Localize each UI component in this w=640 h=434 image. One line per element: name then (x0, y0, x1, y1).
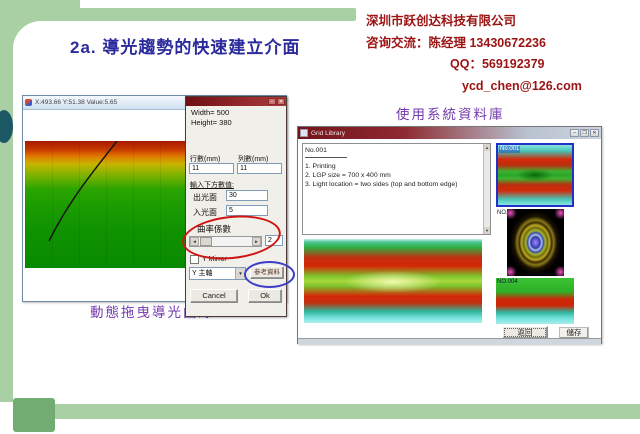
green-bottom-bar (55, 404, 640, 419)
green-bottom-square (13, 398, 55, 432)
y-mirror-label: Y Mirror (202, 256, 227, 263)
grid-library-window: Grid Library – ❐ ✕ No.001 1. Printing 2.… (297, 126, 602, 344)
app-icon (25, 99, 32, 106)
curvature-label: 曲率係數 (197, 224, 232, 234)
close-icon[interactable]: ✕ (277, 98, 285, 105)
annotation-database: 使用系統資料庫 (396, 107, 505, 122)
close-icon[interactable]: ✕ (590, 129, 599, 137)
item-number: No.001 (305, 147, 327, 154)
slider-left-icon[interactable]: ◄ (190, 237, 199, 246)
chevron-down-icon[interactable]: ▼ (235, 268, 245, 279)
green-top-bar (20, 8, 356, 21)
description-line: 3. Light location = two sides (top and b… (305, 181, 458, 188)
description-line: 1. Printing (305, 163, 336, 170)
window-controls: – ❐ ✕ (569, 129, 599, 137)
exit-surface-label: 出光面 (193, 193, 217, 202)
rows-input[interactable]: 11 (189, 163, 234, 174)
contact-block: 深圳市跃创达科技有限公司 咨询交流：陈经理 13430672236 QQ：569… (366, 11, 628, 97)
parameter-dialog-titlebar[interactable]: – ✕ (186, 97, 286, 106)
axis-dropdown[interactable]: Y 主軸 ▼ (189, 267, 246, 280)
thumbnail-label: No.001 (499, 146, 521, 153)
divider (305, 157, 347, 158)
library-app-icon (300, 129, 308, 137)
company-name: 深圳市跃创达科技有限公司 (366, 14, 517, 28)
library-thumbnail-bands[interactable]: NO.004 (496, 278, 574, 324)
entry-surface-label: 入光面 (193, 208, 217, 217)
exit-surface-input[interactable]: 30 (226, 190, 268, 201)
width-readout: Width= 500 (191, 108, 230, 117)
preview-heatmap (304, 239, 482, 323)
blue-highlight-circle (244, 261, 295, 288)
minimize-icon[interactable]: – (268, 98, 276, 105)
ok-button[interactable]: Ok (248, 289, 282, 303)
minimize-icon[interactable]: – (570, 129, 579, 137)
curvature-input[interactable]: 2 (265, 235, 283, 246)
axis-dropdown-value: Y 主軸 (192, 270, 213, 277)
thumbnail-label: NO.004 (497, 279, 518, 285)
guide-curve[interactable] (25, 141, 186, 268)
scroll-down-icon[interactable]: ▼ (484, 227, 490, 234)
item-description-panel[interactable]: No.001 1. Printing 2. LGP size = 700 x 4… (302, 143, 491, 235)
contact-qq: QQ：569192379 (450, 57, 545, 71)
description-line: 2. LGP size = 700 x 400 mm (305, 172, 391, 179)
library-thumbnail-selected[interactable]: No.001 (496, 143, 574, 207)
green-left-bar (0, 10, 13, 402)
contact-phone: 咨询交流：陈经理 13430672236 (366, 35, 546, 50)
curvature-slider[interactable]: ◄ ► (189, 236, 262, 247)
page-title: 2a. 導光趨勢的快速建立介面 (70, 38, 301, 57)
rows-label: 行數(mm) (190, 156, 221, 163)
maximize-icon[interactable]: ❐ (580, 129, 589, 137)
contact-email: ycd_chen@126.com (462, 78, 582, 93)
height-readout: Height= 380 (191, 118, 232, 127)
cols-input[interactable]: 11 (237, 163, 282, 174)
entry-surface-input[interactable]: 5 (226, 205, 268, 216)
annotation-drag-curve: 動態拖曳導光曲線 (90, 305, 214, 320)
input-hint-label: 輸入下方數值: (190, 182, 234, 189)
grid-library-title: Grid Library (311, 129, 345, 137)
scroll-up-icon[interactable]: ▲ (484, 144, 490, 151)
slider-thumb[interactable] (200, 237, 212, 246)
teal-edge-dot (0, 110, 13, 143)
grid-library-titlebar[interactable]: Grid Library (298, 127, 601, 139)
cols-label: 列數(mm) (238, 156, 269, 163)
scrollbar[interactable]: ▲ ▼ (483, 144, 490, 234)
window-bottom-strip (298, 338, 601, 344)
guide-editor-title: X:493.66 Y:51.38 Value:5.65 (35, 99, 118, 106)
y-mirror-row: Y Mirror (190, 255, 227, 264)
slider-right-icon[interactable]: ► (252, 237, 261, 246)
y-mirror-checkbox[interactable] (190, 255, 199, 264)
library-thumbnail-rings[interactable] (507, 209, 564, 276)
parameter-dialog: – ✕ Width= 500 Height= 380 行數(mm) 列數(mm)… (180, 96, 295, 317)
cancel-button[interactable]: Cancel (190, 289, 238, 303)
luminance-gradient-canvas[interactable] (25, 141, 186, 268)
slider-track[interactable] (199, 237, 252, 246)
